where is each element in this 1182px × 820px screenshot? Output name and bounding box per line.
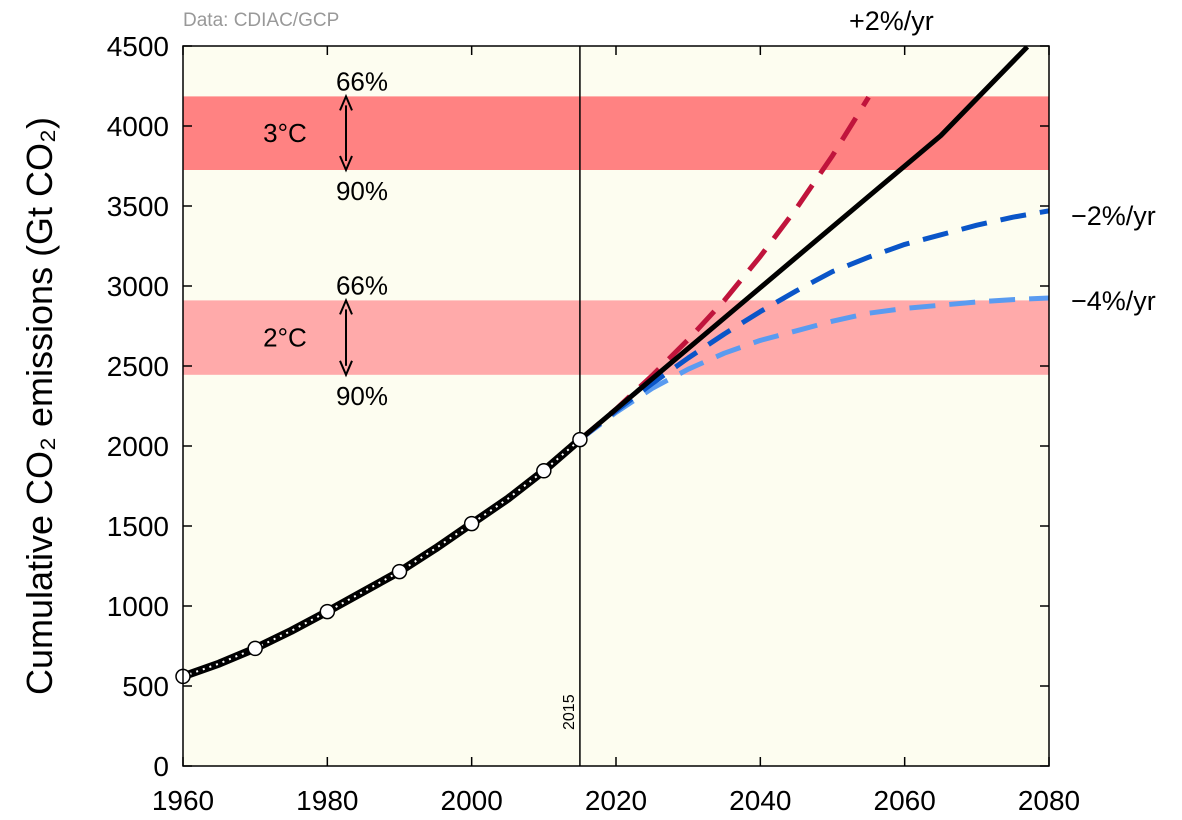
band-0 — [183, 96, 1049, 170]
x-tick-label: 2080 — [1018, 785, 1080, 816]
x-tick-label: 2020 — [585, 785, 647, 816]
historical-marker — [320, 605, 334, 619]
y-axis-title: Cumulative CO₂ emissions (Gt CO₂) — [19, 117, 60, 695]
source-note: Data: CDIAC/GCP — [183, 10, 339, 31]
x-tick-label: 2000 — [441, 785, 503, 816]
y-tick-label: 1000 — [107, 591, 169, 622]
y-tick-label: 2500 — [107, 351, 169, 382]
band-lower-label-1: 90% — [336, 381, 388, 411]
band-label-0: 3°C — [263, 118, 307, 148]
y-tick-label: 500 — [122, 671, 169, 702]
x-tick-label: 1960 — [152, 785, 214, 816]
band-lower-label-0: 90% — [336, 176, 388, 206]
y-tick-label: 2000 — [107, 431, 169, 462]
y-tick-label: 4000 — [107, 111, 169, 142]
series-label-0: +2%/yr — [849, 6, 934, 36]
x-tick-label: 1980 — [296, 785, 358, 816]
historical-marker — [465, 517, 479, 531]
y-tick-label: 0 — [153, 751, 169, 782]
y-tick-label: 4500 — [107, 31, 169, 62]
historical-marker — [248, 641, 262, 655]
band-1 — [183, 300, 1049, 374]
vertical-marker-label: 2015 — [561, 694, 578, 730]
historical-marker — [393, 565, 407, 579]
y-tick-label: 3000 — [107, 271, 169, 302]
y-tick-label: 1500 — [107, 511, 169, 542]
x-tick-label: 2060 — [874, 785, 936, 816]
series-label-3: −4%/yr — [1071, 286, 1156, 316]
x-tick-label: 2040 — [729, 785, 791, 816]
historical-marker — [537, 464, 551, 478]
series-label-2: −2%/yr — [1071, 201, 1156, 231]
band-label-1: 2°C — [263, 323, 307, 353]
historical-marker — [573, 433, 587, 447]
band-upper-label-1: 66% — [336, 270, 388, 300]
band-upper-label-0: 66% — [336, 66, 388, 96]
y-tick-label: 3500 — [107, 191, 169, 222]
